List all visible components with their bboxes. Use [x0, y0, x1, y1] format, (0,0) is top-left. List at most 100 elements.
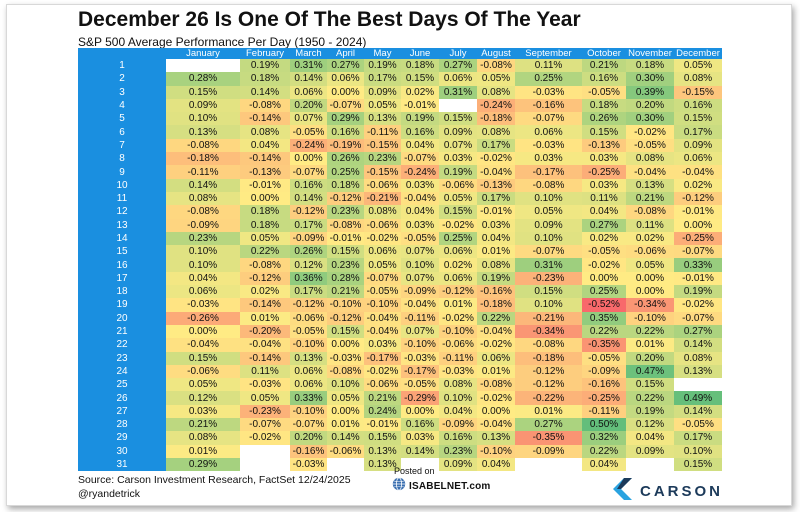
- heatmap-cell: 0.03%: [582, 152, 626, 166]
- heatmap-cell: -0.09%: [166, 218, 240, 232]
- heatmap-cell: 0.20%: [290, 431, 327, 445]
- heatmap-row: 17 0.04% -0.12% 0.36% 0.28% -0.07% 0.07% 0.06% 0…: [78, 271, 722, 286]
- heatmap-cell: 0.31%: [515, 258, 582, 272]
- column-header-february: February: [240, 48, 290, 59]
- day-label: 27: [78, 404, 166, 419]
- heatmap-cell: 0.05%: [166, 378, 240, 392]
- heatmap-cell: -0.16%: [290, 444, 327, 458]
- heatmap-cell: -0.10%: [327, 298, 364, 312]
- heatmap-cell: 0.04%: [401, 205, 439, 219]
- heatmap-cell: -0.12%: [674, 191, 722, 206]
- day-label: 6: [78, 125, 166, 139]
- heatmap-cell: 0.08%: [674, 72, 722, 86]
- header-corner: [78, 48, 166, 59]
- heatmap-cell: 0.01%: [327, 418, 364, 432]
- heatmap-cell: 0.18%: [626, 59, 674, 73]
- heatmap-cell: -0.01%: [240, 178, 290, 192]
- heatmap-cell: -0.21%: [515, 311, 582, 325]
- heatmap-cell: -0.07%: [240, 418, 290, 432]
- heatmap-cell: -0.12%: [327, 191, 364, 206]
- heatmap-cell: -0.07%: [515, 245, 582, 259]
- heatmap-row: 25 0.05% -0.03% 0.06% 0.10% -0.06% -0.05% 0.08%…: [78, 378, 722, 392]
- heatmap-cell: -0.10%: [626, 311, 674, 325]
- day-label: 16: [78, 258, 166, 272]
- heatmap-row: 31 0.29% -0.03% 0.13% 0.09% 0.04% 0.04% 0.15%: [78, 457, 722, 472]
- heatmap-cell: 0.15%: [327, 245, 364, 259]
- heatmap-cell: 0.19%: [477, 271, 515, 286]
- heatmap-cell: 0.04%: [166, 271, 240, 286]
- day-label: 17: [78, 271, 166, 286]
- heatmap-cell: 0.00%: [626, 271, 674, 286]
- heatmap-cell: 0.03%: [401, 218, 439, 232]
- heatmap-cell: -0.07%: [674, 245, 722, 259]
- heatmap-cell: -0.04%: [364, 311, 401, 325]
- heatmap-cell: 0.05%: [364, 98, 401, 113]
- heatmap-row: 11 0.08% 0.00% 0.14% -0.12% -0.21% -0.04% 0.05%…: [78, 191, 722, 206]
- heatmap-cell: 0.08%: [439, 378, 477, 392]
- heatmap-cell: 0.06%: [439, 271, 477, 286]
- heatmap-cell: 0.06%: [166, 285, 240, 299]
- heatmap-cell: 0.29%: [327, 112, 364, 126]
- day-label: 11: [78, 191, 166, 206]
- heatmap-cell: 0.22%: [477, 311, 515, 325]
- heatmap-cell: -0.03%: [515, 138, 582, 153]
- heatmap-cell: -0.04%: [401, 298, 439, 312]
- day-label: 23: [78, 351, 166, 365]
- heatmap-cell: 0.13%: [364, 457, 401, 472]
- heatmap-cell: 0.13%: [364, 112, 401, 126]
- column-header-january: January: [166, 48, 240, 59]
- heatmap-cell: 0.30%: [626, 72, 674, 86]
- heatmap-cell: -0.23%: [515, 271, 582, 286]
- heatmap-cell-empty: [166, 59, 240, 73]
- heatmap-cell: -0.11%: [166, 165, 240, 179]
- chart-title: December 26 Is One Of The Best Days Of T…: [78, 8, 581, 31]
- heatmap-cell-empty: [674, 378, 722, 392]
- heatmap-cell: -0.07%: [327, 98, 364, 113]
- heatmap-cell: -0.09%: [515, 444, 582, 458]
- heatmap-cell: 0.00%: [327, 404, 364, 419]
- heatmap-cell: -0.09%: [439, 418, 477, 432]
- heatmap-cell: -0.02%: [364, 231, 401, 246]
- heatmap-cell: 0.03%: [401, 178, 439, 192]
- heatmap-cell: -0.04%: [364, 324, 401, 339]
- heatmap-cell: -0.25%: [582, 165, 626, 179]
- heatmap-cell: 0.17%: [477, 138, 515, 153]
- heatmap-cell: 0.17%: [290, 285, 327, 299]
- heatmap-cell: 0.10%: [515, 191, 582, 206]
- day-label: 28: [78, 418, 166, 432]
- heatmap-cell: 0.14%: [401, 444, 439, 458]
- heatmap-cell: 0.09%: [626, 444, 674, 458]
- heatmap-cell: 0.28%: [327, 271, 364, 286]
- heatmap-cell: -0.09%: [290, 231, 327, 246]
- heatmap-cell: 0.05%: [477, 72, 515, 86]
- heatmap-cell: 0.10%: [166, 245, 240, 259]
- heatmap-cell: 0.14%: [240, 85, 290, 99]
- heatmap-cell: -0.01%: [674, 271, 722, 286]
- heatmap-cell: -0.03%: [327, 351, 364, 365]
- heatmap-cell: -0.07%: [515, 112, 582, 126]
- heatmap-cell: 0.04%: [401, 138, 439, 153]
- heatmap-cell: -0.02%: [364, 364, 401, 379]
- heatmap-cell: -0.02%: [477, 338, 515, 352]
- heatmap-cell: 0.10%: [515, 298, 582, 312]
- day-label: 15: [78, 245, 166, 259]
- day-label: 19: [78, 298, 166, 312]
- heatmap-cell: -0.06%: [327, 444, 364, 458]
- heatmap-cell: -0.12%: [327, 311, 364, 325]
- heatmap-cell: 0.01%: [626, 338, 674, 352]
- heatmap-cell: -0.14%: [240, 351, 290, 365]
- heatmap-cell: 0.00%: [626, 285, 674, 299]
- heatmap-cell: 0.14%: [166, 178, 240, 192]
- heatmap-cell: 0.07%: [401, 324, 439, 339]
- heatmap-row: 20 -0.26% 0.01% -0.06% -0.12% -0.04% -0.11% -0.…: [78, 311, 722, 325]
- heatmap-row: 16 0.10% -0.08% 0.12% 0.23% 0.05% 0.10% 0.02% 0.…: [78, 258, 722, 272]
- day-label: 20: [78, 311, 166, 325]
- heatmap-cell: -0.08%: [240, 258, 290, 272]
- heatmap-cell: 0.08%: [166, 191, 240, 206]
- heatmap-row: 10 0.14% -0.01% 0.16% 0.18% -0.06% 0.03% -0.06%…: [78, 178, 722, 192]
- heatmap-cell: 0.29%: [166, 457, 240, 472]
- heatmap-cell: 0.23%: [364, 152, 401, 166]
- heatmap-cell: 0.10%: [439, 391, 477, 405]
- heatmap-cell: 0.18%: [327, 178, 364, 192]
- heatmap-cell: 0.16%: [401, 418, 439, 432]
